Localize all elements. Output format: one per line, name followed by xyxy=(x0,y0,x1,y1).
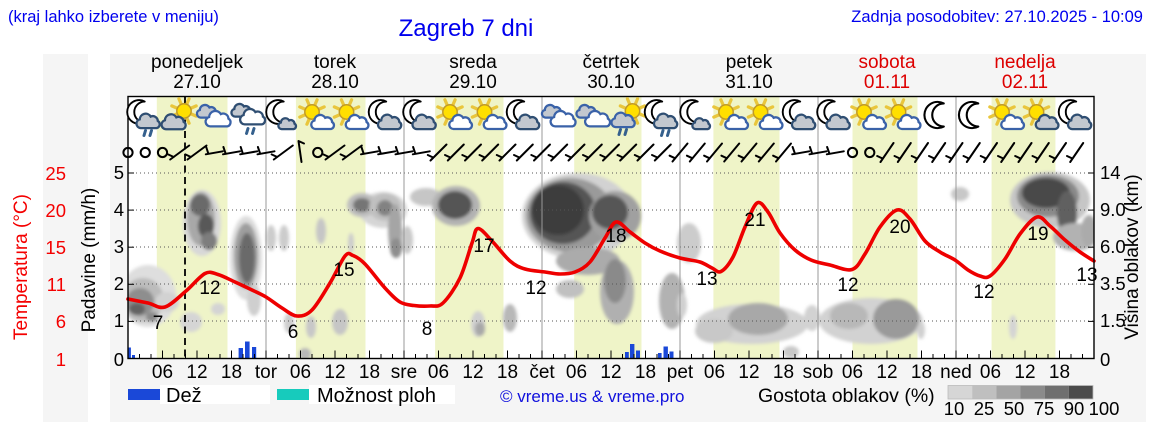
svg-text:18: 18 xyxy=(497,362,518,383)
svg-text:8: 8 xyxy=(422,319,433,340)
svg-text:10: 10 xyxy=(944,398,965,419)
svg-text:ned: ned xyxy=(940,362,972,383)
svg-text:19: 19 xyxy=(1027,224,1048,245)
svg-text:06: 06 xyxy=(842,362,863,383)
svg-text:100: 100 xyxy=(1089,398,1120,419)
svg-text:9.0: 9.0 xyxy=(1100,199,1126,220)
svg-text:29.10: 29.10 xyxy=(449,72,497,93)
svg-text:sre: sre xyxy=(391,362,417,383)
svg-text:06: 06 xyxy=(704,362,725,383)
svg-text:28.10: 28.10 xyxy=(311,72,359,93)
svg-text:0: 0 xyxy=(1100,349,1110,370)
svg-text:13: 13 xyxy=(1076,265,1097,286)
svg-text:6: 6 xyxy=(288,322,299,343)
svg-text:50: 50 xyxy=(1004,398,1025,419)
svg-text:Temperatura (°C): Temperatura (°C) xyxy=(11,194,32,340)
svg-text:21: 21 xyxy=(744,210,765,231)
svg-text:30.10: 30.10 xyxy=(587,72,635,93)
svg-text:12: 12 xyxy=(186,362,207,383)
svg-text:12: 12 xyxy=(837,275,858,296)
svg-text:13: 13 xyxy=(696,269,717,290)
svg-text:Zadnja posodobitev: 27.10.2025: Zadnja posodobitev: 27.10.2025 - 10:09 xyxy=(851,8,1143,26)
svg-text:15: 15 xyxy=(45,237,66,258)
svg-text:tor: tor xyxy=(255,362,278,383)
svg-text:0: 0 xyxy=(114,349,124,370)
svg-text:18: 18 xyxy=(635,362,656,383)
svg-text:06: 06 xyxy=(152,362,173,383)
svg-text:6: 6 xyxy=(56,311,66,332)
svg-text:15: 15 xyxy=(333,260,354,281)
svg-text:7: 7 xyxy=(153,313,164,334)
svg-text:Zagreb 7 dni: Zagreb 7 dni xyxy=(399,15,534,42)
svg-text:18: 18 xyxy=(1049,362,1070,383)
svg-text:12: 12 xyxy=(1014,362,1035,383)
svg-text:18: 18 xyxy=(605,226,626,247)
svg-text:(kraj lahko izberete v meniju): (kraj lahko izberete v meniju) xyxy=(8,8,219,26)
svg-text:Gostota oblakov (%): Gostota oblakov (%) xyxy=(758,385,935,407)
svg-text:3: 3 xyxy=(114,236,124,257)
svg-text:06: 06 xyxy=(290,362,311,383)
svg-text:12: 12 xyxy=(324,362,345,383)
svg-text:Višina oblakov (km): Višina oblakov (km) xyxy=(1122,174,1143,339)
svg-text:2: 2 xyxy=(114,273,124,294)
svg-text:11: 11 xyxy=(47,274,66,295)
svg-text:Padavine (mm/h): Padavine (mm/h) xyxy=(79,188,100,333)
svg-text:90: 90 xyxy=(1064,398,1085,419)
svg-text:petek: petek xyxy=(726,52,773,73)
svg-text:12: 12 xyxy=(738,362,759,383)
svg-text:12: 12 xyxy=(600,362,621,383)
svg-text:sreda: sreda xyxy=(449,52,497,73)
svg-text:pet: pet xyxy=(667,362,694,383)
svg-text:1: 1 xyxy=(114,310,124,331)
svg-text:31.10: 31.10 xyxy=(725,72,773,93)
svg-text:27.10: 27.10 xyxy=(173,72,221,93)
svg-text:25: 25 xyxy=(45,163,66,184)
svg-text:18: 18 xyxy=(221,362,242,383)
svg-text:06: 06 xyxy=(428,362,449,383)
svg-text:25: 25 xyxy=(974,398,995,419)
svg-text:06: 06 xyxy=(980,362,1001,383)
svg-text:20: 20 xyxy=(889,217,910,238)
svg-text:Možnost ploh: Možnost ploh xyxy=(317,385,436,407)
svg-text:5: 5 xyxy=(114,162,124,183)
svg-text:ponedeljek: ponedeljek xyxy=(151,52,243,73)
svg-text:12: 12 xyxy=(525,278,546,299)
svg-text:sob: sob xyxy=(803,362,834,383)
svg-text:02.11: 02.11 xyxy=(1002,72,1048,93)
svg-text:12: 12 xyxy=(462,362,483,383)
svg-text:12: 12 xyxy=(876,362,897,383)
svg-text:12: 12 xyxy=(973,282,994,303)
svg-text:1.5: 1.5 xyxy=(1100,310,1126,331)
svg-text:18: 18 xyxy=(911,362,932,383)
svg-text:sobota: sobota xyxy=(858,52,915,73)
svg-text:20: 20 xyxy=(45,200,66,221)
svg-text:nedelja: nedelja xyxy=(994,52,1056,73)
svg-text:4: 4 xyxy=(114,199,124,220)
svg-text:12: 12 xyxy=(199,278,220,299)
svg-text:18: 18 xyxy=(359,362,380,383)
svg-text:6.0: 6.0 xyxy=(1100,236,1126,257)
svg-text:18: 18 xyxy=(773,362,794,383)
svg-text:3.5: 3.5 xyxy=(1100,273,1126,294)
svg-text:75: 75 xyxy=(1034,398,1055,419)
svg-text:Dež: Dež xyxy=(166,385,202,407)
svg-text:© vreme.us & vreme.pro: © vreme.us & vreme.pro xyxy=(500,387,684,406)
svg-text:17: 17 xyxy=(473,236,494,257)
svg-text:06: 06 xyxy=(566,362,587,383)
svg-text:1: 1 xyxy=(56,349,66,370)
svg-text:čet: čet xyxy=(529,362,555,383)
svg-text:četrtek: četrtek xyxy=(582,52,640,73)
svg-text:01.11: 01.11 xyxy=(864,72,910,93)
svg-text:torek: torek xyxy=(314,52,357,73)
svg-text:14: 14 xyxy=(1100,162,1121,183)
